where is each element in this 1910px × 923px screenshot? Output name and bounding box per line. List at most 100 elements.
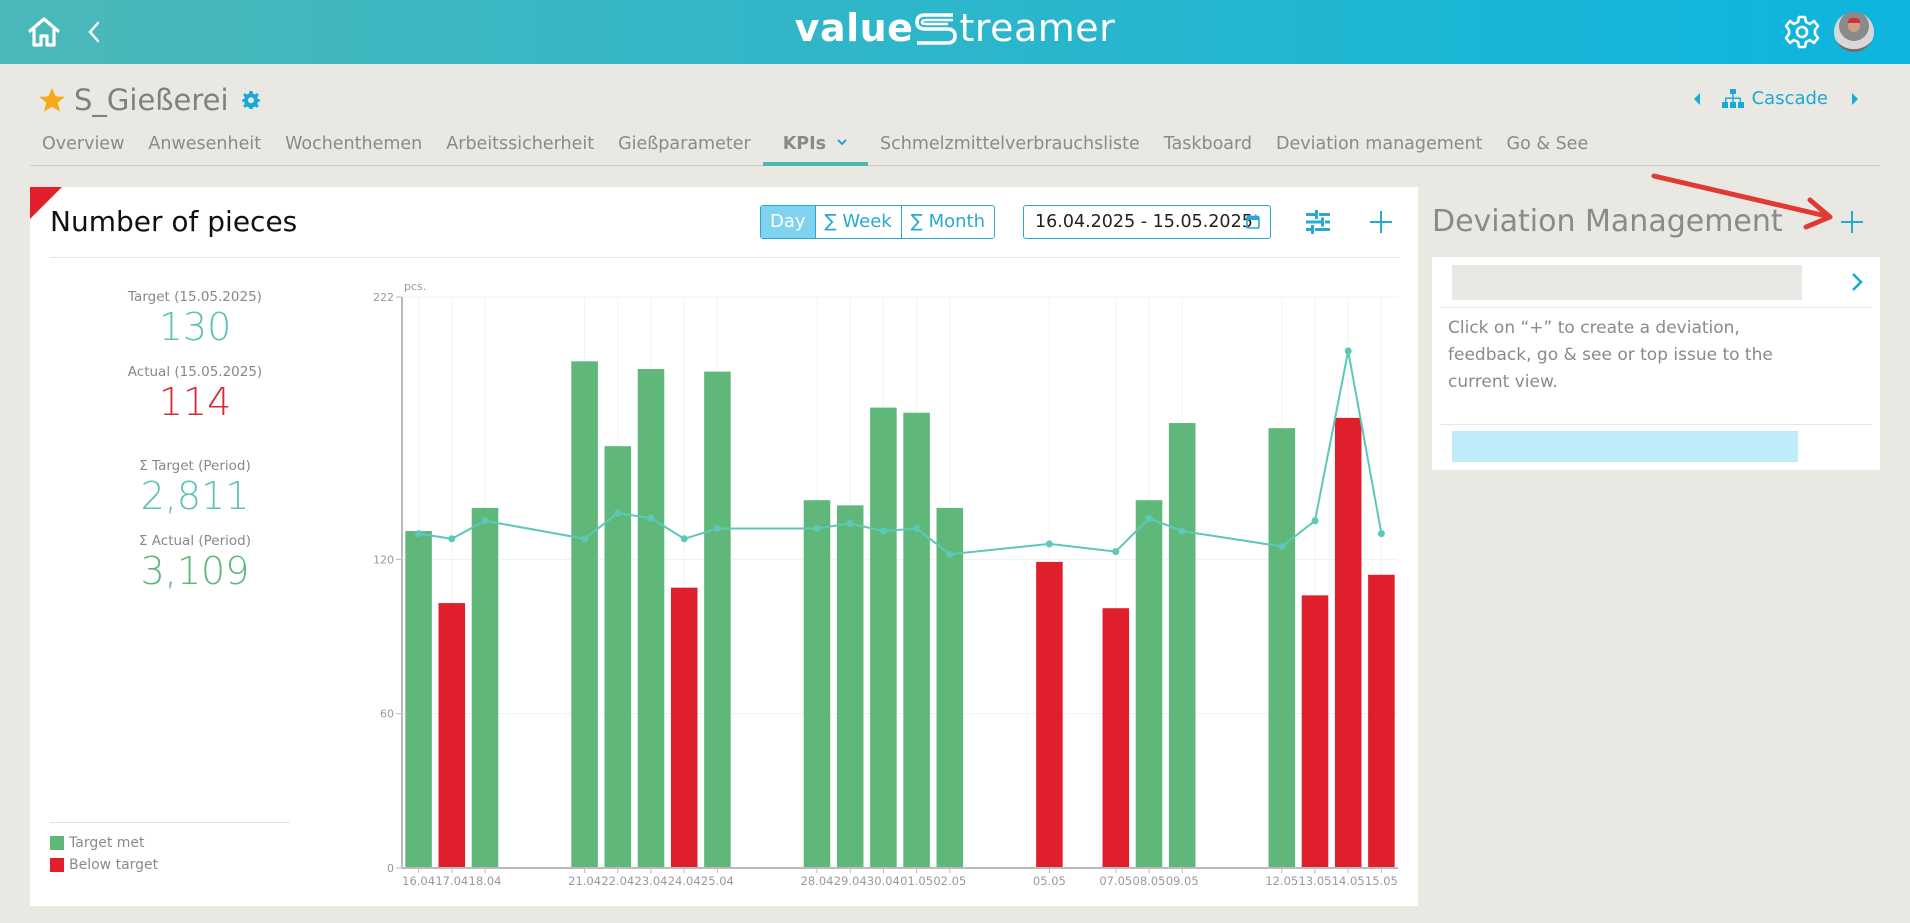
target-point[interactable]: [448, 535, 456, 543]
target-point[interactable]: [1344, 347, 1352, 355]
tab-bar: Overview Anwesenheit Wochenthemen Arbeit…: [30, 132, 1880, 166]
target-point[interactable]: [680, 535, 688, 543]
y-tick-label: 120: [373, 553, 394, 566]
x-tick-label: 21.04: [568, 874, 601, 888]
target-point[interactable]: [1045, 540, 1053, 548]
chart-bar[interactable]: [571, 361, 598, 868]
period-toggle: Day ∑ Week ∑ Month: [760, 205, 995, 239]
home-icon[interactable]: [26, 14, 62, 50]
chart-bar[interactable]: [637, 369, 665, 868]
chart-bar[interactable]: [1334, 417, 1362, 868]
tab-go-and-see[interactable]: Go & See: [1506, 134, 1589, 154]
period-week-button[interactable]: ∑ Week: [814, 206, 901, 238]
target-point[interactable]: [1145, 514, 1153, 522]
kpi-bar-chart: 0 60 120 222 pcs. 16.04 17.04 18.04 21.04 22.04 23…: [373, 280, 1398, 888]
deviation-empty-message: Click on “+” to create a deviation, feed…: [1448, 318, 1773, 392]
user-avatar[interactable]: [1834, 12, 1874, 52]
y-axis-unit: pcs.: [404, 280, 426, 293]
chevron-right-icon[interactable]: [1850, 271, 1864, 293]
settings-gear-icon[interactable]: [1784, 14, 1820, 50]
divider: [1440, 307, 1872, 308]
x-tick-label: 23.04: [635, 874, 668, 888]
target-point[interactable]: [846, 519, 854, 527]
hierarchy-icon: [1721, 88, 1744, 108]
cascade-link[interactable]: Cascade: [1751, 88, 1828, 109]
chart-bar[interactable]: [1102, 608, 1130, 868]
target-point[interactable]: [481, 517, 489, 525]
cascade-prev-icon[interactable]: [1692, 91, 1702, 107]
chart-settings-sliders-icon[interactable]: [1304, 209, 1332, 235]
chart-bar[interactable]: [438, 603, 466, 868]
target-point[interactable]: [946, 550, 954, 558]
x-tick-label: 08.05: [1133, 874, 1166, 888]
period-month-button[interactable]: ∑ Month: [900, 206, 994, 238]
chart-bar[interactable]: [704, 371, 731, 868]
deviation-placeholder-row: [1452, 265, 1802, 300]
top-bar: value treamer: [0, 0, 1910, 64]
page-settings-cog-icon[interactable]: [241, 90, 261, 110]
target-point[interactable]: [647, 514, 655, 522]
chart-bar[interactable]: [1135, 500, 1163, 868]
legend-item-target-met: Target met: [50, 835, 290, 851]
x-tick-label: 01.05: [900, 874, 933, 888]
chart-bar[interactable]: [1368, 574, 1395, 868]
target-point[interactable]: [879, 527, 887, 535]
tab-kpis[interactable]: KPIs: [762, 132, 869, 166]
period-day-button[interactable]: Day: [761, 206, 815, 238]
tab-arbeitssicherheit[interactable]: Arbeitssicherheit: [446, 134, 595, 154]
target-point[interactable]: [1377, 530, 1385, 538]
chart-bar[interactable]: [803, 500, 831, 868]
cascade-next-icon[interactable]: [1850, 91, 1860, 107]
deviation-placeholder-button[interactable]: [1452, 431, 1798, 462]
chart-bar[interactable]: [1168, 423, 1196, 868]
y-tick-label: 0: [387, 862, 394, 875]
date-range-picker[interactable]: 16.04.2025 - 15.05.2025: [1023, 205, 1271, 239]
target-point[interactable]: [1278, 542, 1286, 550]
chart-bar[interactable]: [1268, 428, 1296, 868]
chart-bar[interactable]: [471, 507, 499, 868]
chart-bar[interactable]: [670, 587, 698, 868]
tab-taskboard[interactable]: Taskboard: [1163, 134, 1253, 154]
x-tick-label: 12.05: [1265, 874, 1298, 888]
target-point[interactable]: [1112, 548, 1120, 556]
target-point[interactable]: [415, 530, 423, 538]
x-tick-label: 16.04: [402, 874, 435, 888]
sum-actual-block: Σ Actual (Period) 3,109: [70, 533, 320, 593]
target-day-block: Target (15.05.2025) 130: [70, 289, 320, 349]
target-point[interactable]: [913, 524, 921, 532]
chevron-down-icon[interactable]: [836, 137, 848, 147]
x-tick-label: 07.05: [1099, 874, 1132, 888]
favorite-star-icon[interactable]: [38, 86, 66, 114]
tab-anwesenheit[interactable]: Anwesenheit: [148, 134, 262, 154]
chart-bar[interactable]: [870, 407, 897, 868]
sum-actual-value: 3,109: [140, 549, 250, 593]
x-tick-label: 02.05: [933, 874, 966, 888]
chart-bar[interactable]: [604, 446, 632, 868]
chart-bar[interactable]: [903, 412, 930, 868]
chart-bar[interactable]: [1301, 595, 1329, 868]
target-point[interactable]: [713, 524, 721, 532]
tab-giessparameter[interactable]: Gießparameter: [618, 134, 751, 154]
tab-wochenthemen[interactable]: Wochenthemen: [285, 134, 423, 154]
target-point[interactable]: [581, 535, 589, 543]
add-kpi-icon[interactable]: [1368, 209, 1394, 235]
x-tick-label: 13.05: [1299, 874, 1332, 888]
tab-overview[interactable]: Overview: [42, 134, 125, 154]
kpi-title: Number of pieces: [50, 205, 298, 238]
tab-deviation-management[interactable]: Deviation management: [1276, 134, 1483, 154]
target-point[interactable]: [614, 509, 622, 517]
chart-bar[interactable]: [836, 505, 864, 868]
tab-schmelzmittelverbrauchsliste[interactable]: Schmelzmittelverbrauchsliste: [880, 134, 1140, 154]
target-point[interactable]: [813, 524, 821, 532]
chart-bar[interactable]: [936, 507, 964, 868]
target-point[interactable]: [1178, 527, 1186, 535]
target-point[interactable]: [1311, 517, 1319, 525]
target-day-value: 130: [158, 305, 232, 349]
sum-target-block: Σ Target (Period) 2,811: [70, 458, 320, 518]
actual-day-block: Actual (15.05.2025) 114: [70, 364, 320, 424]
add-deviation-icon[interactable]: [1838, 208, 1866, 236]
chart-bar[interactable]: [1036, 561, 1063, 868]
back-chevron-icon[interactable]: [84, 17, 104, 47]
y-tick-label: 222: [373, 291, 394, 304]
chart-bar[interactable]: [405, 531, 432, 868]
